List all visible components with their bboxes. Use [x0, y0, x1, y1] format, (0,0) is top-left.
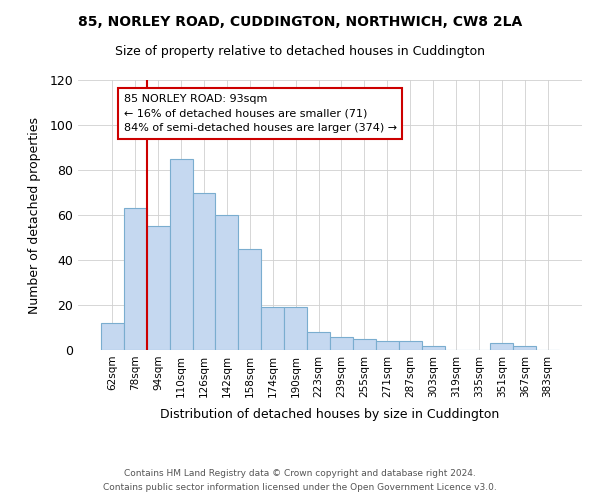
Bar [353, 339, 376, 350]
Bar [399, 341, 422, 350]
Bar [284, 307, 307, 350]
Bar [101, 323, 124, 350]
Bar [490, 344, 513, 350]
Bar [307, 332, 330, 350]
Text: Contains HM Land Registry data © Crown copyright and database right 2024.: Contains HM Land Registry data © Crown c… [124, 468, 476, 477]
Bar [124, 208, 147, 350]
Bar [215, 215, 238, 350]
Bar [376, 341, 399, 350]
X-axis label: Distribution of detached houses by size in Cuddington: Distribution of detached houses by size … [160, 408, 500, 421]
Bar [422, 346, 445, 350]
Text: Contains public sector information licensed under the Open Government Licence v3: Contains public sector information licen… [103, 484, 497, 492]
Bar [261, 307, 284, 350]
Text: 85, NORLEY ROAD, CUDDINGTON, NORTHWICH, CW8 2LA: 85, NORLEY ROAD, CUDDINGTON, NORTHWICH, … [78, 15, 522, 29]
Bar [170, 159, 193, 350]
Y-axis label: Number of detached properties: Number of detached properties [28, 116, 41, 314]
Bar [238, 249, 261, 350]
Bar [147, 226, 170, 350]
Text: Size of property relative to detached houses in Cuddington: Size of property relative to detached ho… [115, 45, 485, 58]
Text: 85 NORLEY ROAD: 93sqm
← 16% of detached houses are smaller (71)
84% of semi-deta: 85 NORLEY ROAD: 93sqm ← 16% of detached … [124, 94, 397, 133]
Bar [193, 192, 215, 350]
Bar [330, 336, 353, 350]
Bar [513, 346, 536, 350]
